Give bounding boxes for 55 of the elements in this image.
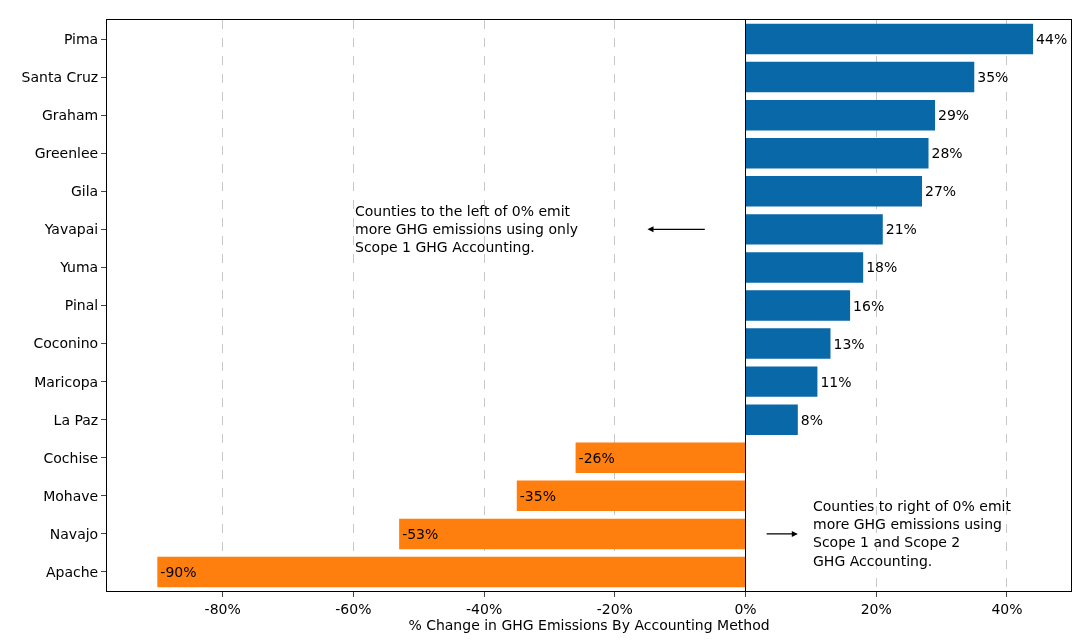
y-tick-label: Yuma <box>59 259 99 276</box>
y-tick-label: Greenlee <box>34 145 99 162</box>
annotation: Counties to the left of 0% emit more GHG emissions using only Scope 1 GHG Accounting. <box>355 203 579 256</box>
x-tick-label: 0% <box>734 600 757 617</box>
annotation: Counties to right of 0% emit more GHG emissions using Scope 1 and Scope 2 GHG Accounting. <box>813 498 1012 569</box>
y-tick-label: Maricopa <box>34 373 99 390</box>
x-tick-label: -20% <box>596 600 633 617</box>
y-tick-label: Yavapai <box>43 221 99 238</box>
data-label: 8% <box>800 411 824 428</box>
x-axis-title: % Change in GHG Emissions By Accounting Method <box>408 617 770 634</box>
x-tick-label: 40% <box>991 600 1023 617</box>
data-label: -35% <box>519 487 556 504</box>
bar <box>745 61 975 93</box>
y-tick-label: Pinal <box>64 297 99 314</box>
bar <box>399 518 746 550</box>
data-label: 13% <box>833 335 865 352</box>
bar <box>745 214 883 245</box>
data-label: -90% <box>160 563 197 580</box>
x-tick-label: -80% <box>204 600 241 617</box>
y-tick-label: Pima <box>63 30 99 47</box>
data-label: 21% <box>885 221 917 238</box>
bar <box>745 252 864 283</box>
y-tick-label: Gila <box>70 183 99 200</box>
y-tick-label: La Paz <box>53 411 99 428</box>
bar <box>575 442 746 473</box>
bar <box>157 556 746 588</box>
bar <box>516 480 746 512</box>
bar <box>745 138 929 169</box>
bar <box>745 23 1034 55</box>
y-tick-label: Coconino <box>33 335 99 352</box>
bar <box>745 99 936 131</box>
data-label: 11% <box>820 373 852 390</box>
bar <box>745 176 922 207</box>
y-tick-label: Cochise <box>43 449 99 466</box>
data-label: 29% <box>938 107 970 124</box>
bar <box>745 290 851 321</box>
data-label: 35% <box>977 69 1009 86</box>
x-tick-label: -60% <box>335 600 372 617</box>
y-tick-label: Graham <box>41 107 99 124</box>
y-tick-label: Mohave <box>43 487 99 504</box>
data-label: 18% <box>866 259 898 276</box>
x-tick-label: 20% <box>860 600 892 617</box>
y-tick-label: Navajo <box>49 525 99 542</box>
bar <box>745 328 831 359</box>
y-tick-label: Santa Cruz <box>21 69 99 85</box>
data-label: 28% <box>931 145 963 162</box>
data-label: 16% <box>853 297 885 314</box>
data-label: 44% <box>1036 31 1068 48</box>
data-label: -53% <box>402 525 439 542</box>
bar <box>745 404 798 435</box>
data-label: -26% <box>578 449 615 466</box>
x-tick-label: -40% <box>466 600 503 617</box>
y-tick-label: Apache <box>45 563 99 580</box>
bar <box>745 366 818 397</box>
data-label: 27% <box>924 183 957 200</box>
